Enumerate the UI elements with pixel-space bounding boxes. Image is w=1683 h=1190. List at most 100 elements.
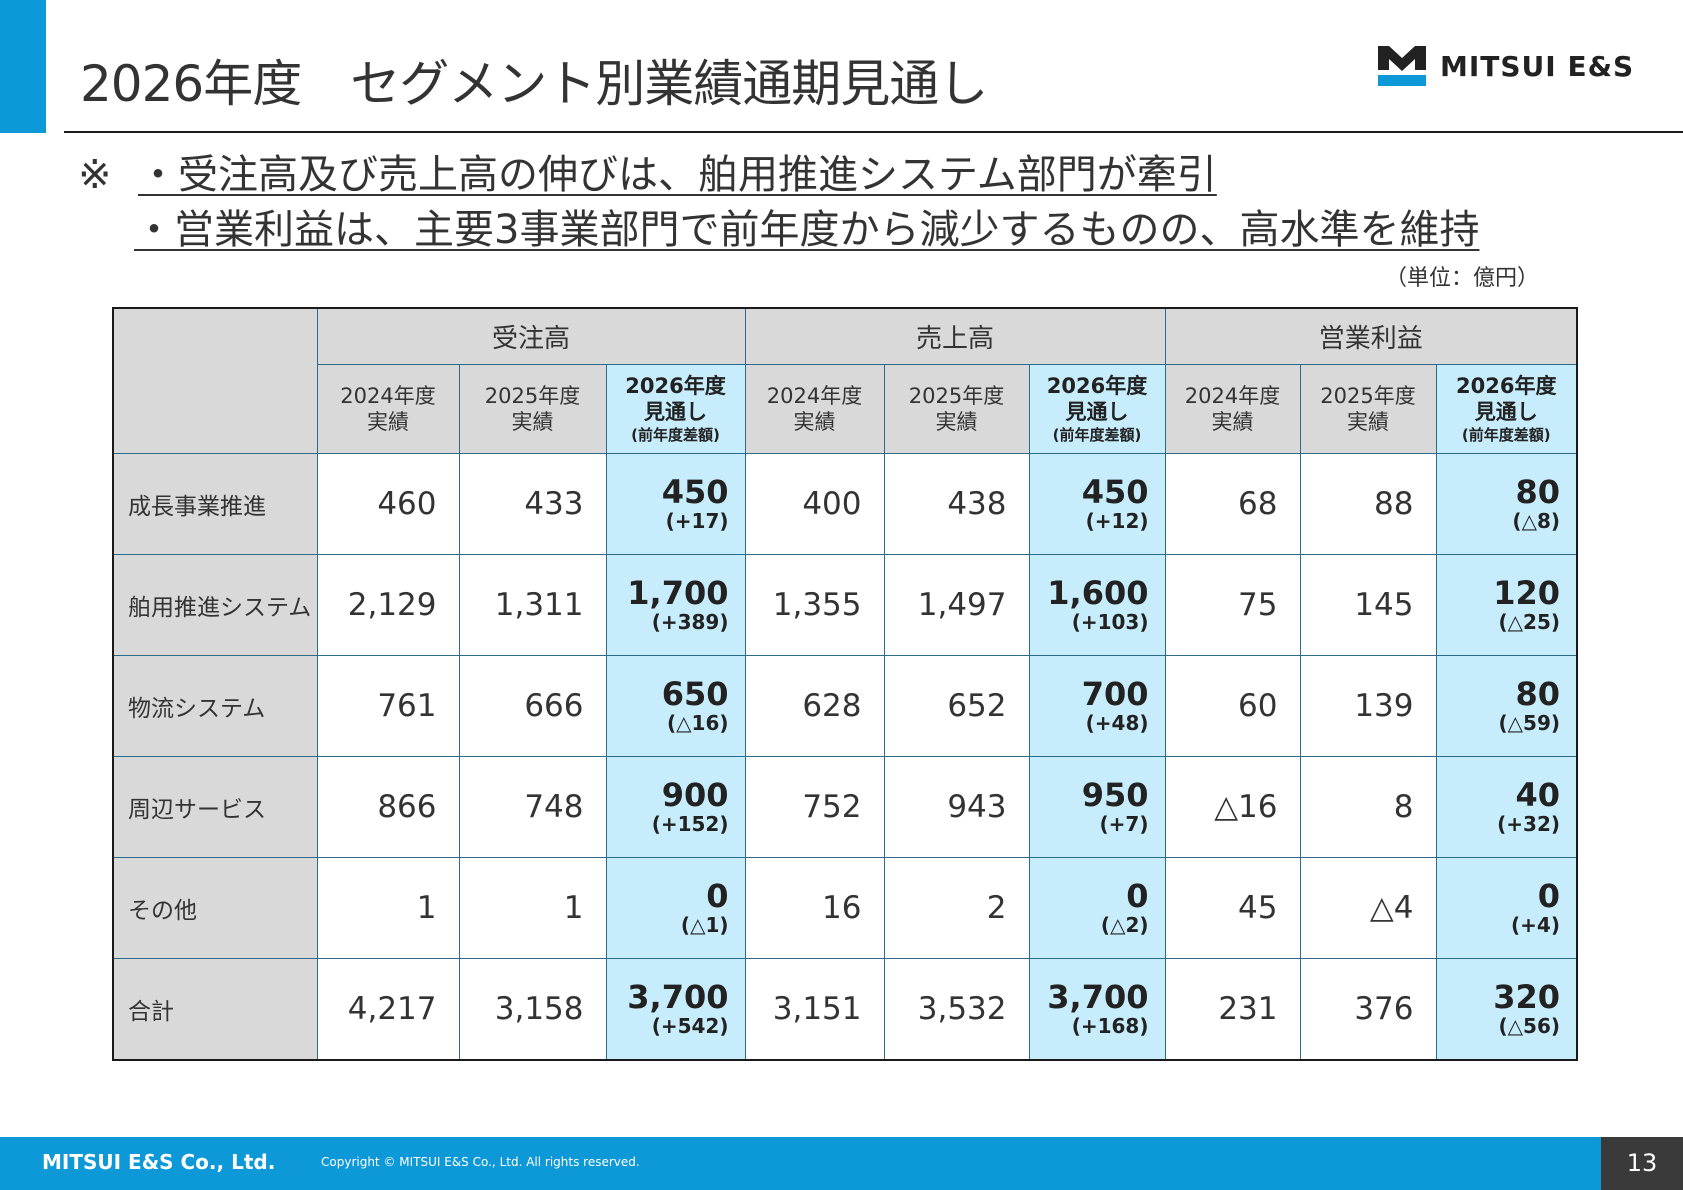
footer-company: MITSUI E&S Co., Ltd. xyxy=(42,1150,276,1174)
orders-y2025-cell: 1,311 xyxy=(458,554,607,656)
profit-forecast-value: 80 xyxy=(1515,473,1560,511)
profit-y2024-cell: △16 xyxy=(1164,756,1301,858)
profit-forecast-value: 80 xyxy=(1515,675,1560,713)
orders-y2025-cell: 3,158 xyxy=(458,958,607,1061)
table-row: 物流システム 761 666 650 (△16) 628 652 700 (+48) 60 139 8… xyxy=(112,655,1578,757)
orders-forecast-value: 1,700 xyxy=(627,574,729,612)
table-row: 舶用推進システム 2,129 1,311 1,700 (+389) 1,355 1,497 1… xyxy=(112,554,1578,656)
sub-header-row: 2024年度 実績 2025年度 実績 2026年度 見通し (前年度差額) 2024年度 実績… xyxy=(113,364,1578,454)
profit-forecast-cell: 0 (+4) xyxy=(1435,857,1578,959)
sub-header-line: 2025年度 xyxy=(1320,384,1416,408)
sales-forecast-value: 1,600 xyxy=(1047,574,1149,612)
sales-y2025-cell: 438 xyxy=(883,453,1030,555)
orders-forecast-value: 650 xyxy=(661,675,729,713)
profit-forecast-diff: (△56) xyxy=(1498,1014,1561,1038)
profit-forecast-value: 0 xyxy=(1537,877,1560,915)
orders-forecast-value: 3,700 xyxy=(627,978,729,1016)
sales-forecast-value: 700 xyxy=(1081,675,1149,713)
profit-forecast-value: 120 xyxy=(1493,574,1560,612)
profit-y2025-cell: 145 xyxy=(1299,554,1437,656)
row-label: 成長事業推進 xyxy=(112,453,318,555)
sub-header-line: (前年度差額) xyxy=(631,426,720,444)
profit-y2025-cell: 8 xyxy=(1299,756,1437,858)
orders-y2025-cell: 1 xyxy=(458,857,607,959)
sub-header-sales-actual-2024: 2024年度 実績 xyxy=(744,364,885,454)
sales-y2025-cell: 2 xyxy=(883,857,1030,959)
unit-note: （単位：億円） xyxy=(1385,266,1540,291)
sales-y2024-cell: 16 xyxy=(744,857,885,959)
logo-wordmark: MITSUI E&S xyxy=(1440,49,1635,83)
row-label: 合計 xyxy=(112,958,318,1061)
profit-forecast-diff: (△25) xyxy=(1498,610,1561,634)
profit-y2025-cell: 376 xyxy=(1299,958,1437,1061)
orders-forecast-cell: 900 (+152) xyxy=(605,756,746,858)
sales-forecast-diff: (+48) xyxy=(1085,711,1149,735)
sales-forecast-diff: (+12) xyxy=(1085,509,1149,533)
profit-forecast-diff: (△8) xyxy=(1512,509,1560,533)
sub-header-profit-forecast-2026: 2026年度 見通し (前年度差額) xyxy=(1435,364,1578,454)
profit-y2025-cell: 139 xyxy=(1299,655,1437,757)
profit-y2024-cell: 75 xyxy=(1164,554,1301,656)
sub-header-line: 実績 xyxy=(1211,410,1254,434)
profit-y2025-cell: 88 xyxy=(1299,453,1437,555)
sales-forecast-cell: 700 (+48) xyxy=(1028,655,1166,757)
orders-forecast-cell: 0 (△1) xyxy=(605,857,746,959)
profit-forecast-diff: (+4) xyxy=(1511,913,1560,937)
orders-forecast-diff: (+389) xyxy=(651,610,729,634)
sales-y2025-cell: 1,497 xyxy=(883,554,1030,656)
orders-y2025-cell: 666 xyxy=(458,655,607,757)
profit-y2024-cell: 45 xyxy=(1164,857,1301,959)
orders-forecast-cell: 1,700 (+389) xyxy=(605,554,746,656)
sales-forecast-diff: (+103) xyxy=(1071,610,1149,634)
orders-forecast-diff: (+152) xyxy=(651,812,729,836)
sub-header-line: 実績 xyxy=(367,410,409,434)
summary-block: ※ ・受注高及び売上高の伸びは、舶用推進システム部門が牽引 ・営業利益は、主要3事… xyxy=(78,148,1479,258)
orders-forecast-diff: (△16) xyxy=(667,711,729,735)
sales-forecast-cell: 1,600 (+103) xyxy=(1028,554,1166,656)
summary-text-2: ・営業利益は、主要3事業部門で前年度から減少するものの、高水準を維持 xyxy=(134,207,1480,253)
table-row: 周辺サービス 866 748 900 (+152) 752 943 950 (+7) △16 8 40… xyxy=(112,756,1578,858)
summary-line-1: ※ ・受注高及び売上高の伸びは、舶用推進システム部門が牽引 xyxy=(78,148,1479,203)
footer-bar: MITSUI E&S Co., Ltd. Copyright © MITSUI … xyxy=(0,1137,1683,1190)
sales-y2024-cell: 752 xyxy=(744,756,885,858)
sub-header-line: 2024年度 xyxy=(340,384,436,408)
orders-forecast-cell: 650 (△16) xyxy=(605,655,746,757)
sales-forecast-value: 0 xyxy=(1126,877,1149,915)
table-body: 成長事業推進 460 433 450 (+17) 400 438 450 (+12) 68 88 80… xyxy=(112,453,1578,1061)
sub-header-orders-forecast-2026: 2026年度 見通し (前年度差額) xyxy=(605,364,746,454)
sales-forecast-cell: 0 (△2) xyxy=(1028,857,1166,959)
orders-y2025-cell: 748 xyxy=(458,756,607,858)
orders-forecast-cell: 450 (+17) xyxy=(605,453,746,555)
table-row: その他 1 1 0 (△1) 16 2 0 (△2) 45 △4 0 (+4) xyxy=(112,857,1578,959)
sub-header-sales-actual-2025: 2025年度 実績 xyxy=(883,364,1030,454)
orders-y2024-cell: 761 xyxy=(316,655,460,757)
sub-header-line: 2025年度 xyxy=(908,384,1005,408)
sales-y2024-cell: 3,151 xyxy=(744,958,885,1061)
mitsui-es-logo-icon xyxy=(1378,46,1426,86)
table-row: 成長事業推進 460 433 450 (+17) 400 438 450 (+12) 68 88 80… xyxy=(112,453,1578,555)
sub-header-line: 2024年度 xyxy=(1184,384,1281,408)
profit-forecast-diff: (+32) xyxy=(1497,812,1560,836)
orders-forecast-diff: (△1) xyxy=(680,913,729,937)
orders-forecast-value: 900 xyxy=(661,776,729,814)
profit-y2024-cell: 60 xyxy=(1164,655,1301,757)
sales-forecast-cell: 950 (+7) xyxy=(1028,756,1166,858)
group-header-orders: 受注高 xyxy=(316,307,746,365)
sales-forecast-value: 950 xyxy=(1081,776,1149,814)
sub-header-orders-actual-2025: 2025年度 実績 xyxy=(458,364,607,454)
sales-forecast-diff: (+168) xyxy=(1071,1014,1149,1038)
sub-header-line: 見通し xyxy=(644,400,707,424)
sales-forecast-value: 3,700 xyxy=(1047,978,1149,1016)
sub-header-line: 2026年度 xyxy=(1046,374,1148,398)
orders-forecast-diff: (+17) xyxy=(665,509,729,533)
profit-y2024-cell: 68 xyxy=(1164,453,1301,555)
sub-header-sales-forecast-2026: 2026年度 見通し (前年度差額) xyxy=(1028,364,1166,454)
company-logo: MITSUI E&S xyxy=(1378,46,1634,86)
sales-forecast-diff: (△2) xyxy=(1100,913,1149,937)
sub-header-line: (前年度差額) xyxy=(1052,426,1142,444)
orders-forecast-cell: 3,700 (+542) xyxy=(605,958,746,1061)
profit-forecast-cell: 40 (+32) xyxy=(1435,756,1578,858)
segment-table: 受注高 売上高 営業利益 2024年度 実績 2025年度 実績 2026年度 見通し (前… xyxy=(112,307,1578,1061)
orders-y2024-cell: 1 xyxy=(316,857,460,959)
sales-y2025-cell: 943 xyxy=(883,756,1030,858)
